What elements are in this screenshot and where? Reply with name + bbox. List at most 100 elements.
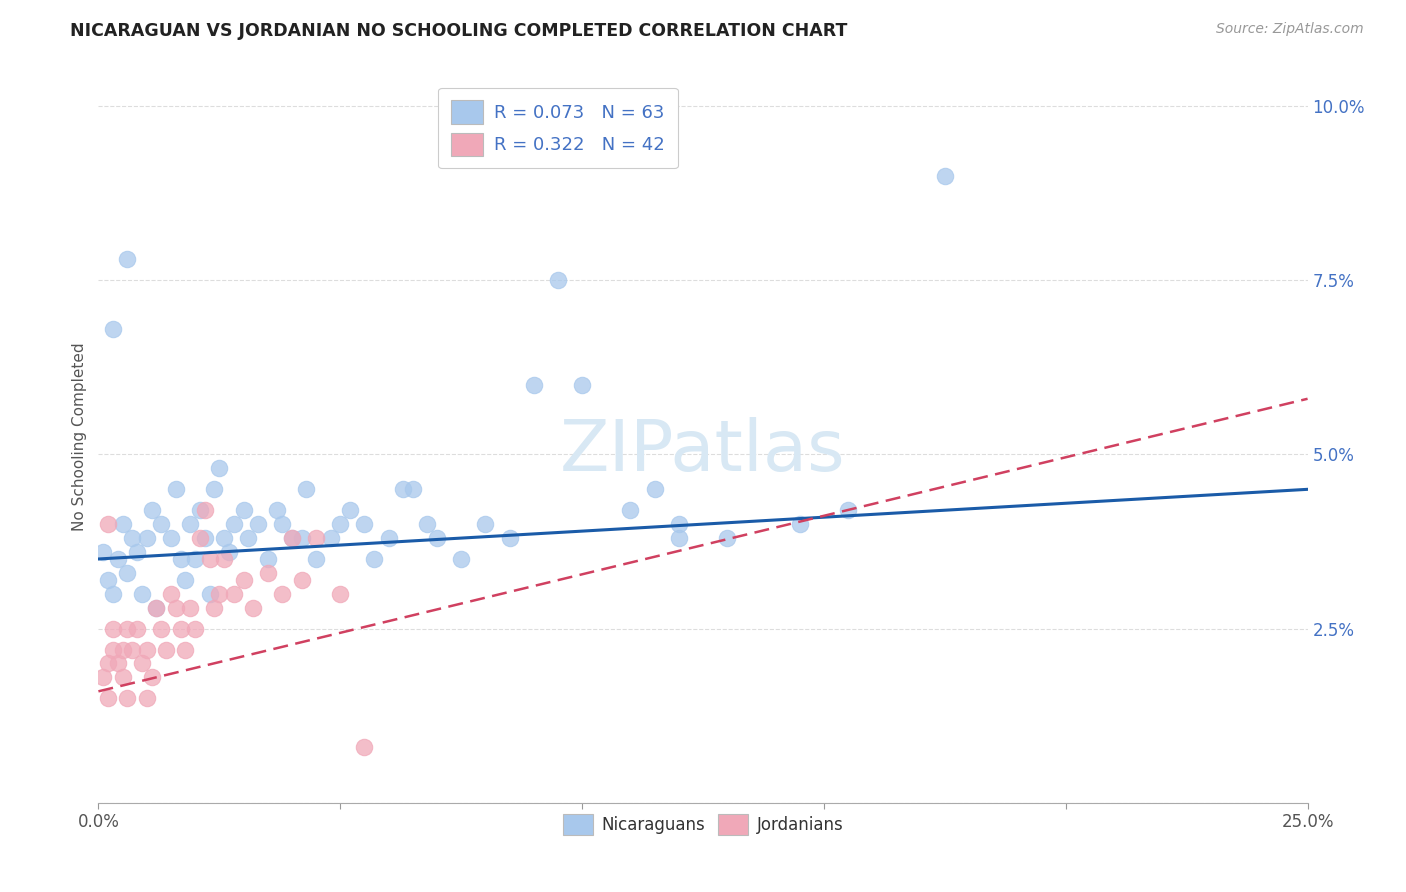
Point xyxy=(222,517,245,532)
Point xyxy=(107,552,129,566)
Point xyxy=(668,531,690,545)
Point xyxy=(319,531,342,545)
Point xyxy=(363,552,385,566)
Point xyxy=(232,573,254,587)
Point xyxy=(256,552,278,566)
Point xyxy=(117,622,139,636)
Point xyxy=(716,531,738,545)
Point xyxy=(194,531,217,545)
Y-axis label: No Schooling Completed: No Schooling Completed xyxy=(72,343,87,532)
Point xyxy=(198,552,221,566)
Point xyxy=(208,461,231,475)
Point xyxy=(101,587,124,601)
Point xyxy=(222,587,245,601)
Point xyxy=(194,503,217,517)
Point xyxy=(329,517,352,532)
Point xyxy=(188,531,211,545)
Point xyxy=(498,531,520,545)
Text: ZIPatlas: ZIPatlas xyxy=(560,417,846,486)
Point xyxy=(247,517,270,532)
Point xyxy=(305,552,328,566)
Point xyxy=(145,600,167,615)
Point xyxy=(547,273,569,287)
Point xyxy=(256,566,278,580)
Point xyxy=(101,322,124,336)
Point xyxy=(188,503,211,517)
Point xyxy=(117,691,139,706)
Point xyxy=(135,691,157,706)
Point xyxy=(135,642,157,657)
Point xyxy=(416,517,439,532)
Point xyxy=(150,517,173,532)
Point xyxy=(155,642,177,657)
Point xyxy=(198,587,221,601)
Point xyxy=(271,517,294,532)
Point xyxy=(789,517,811,532)
Point xyxy=(281,531,304,545)
Point xyxy=(218,545,240,559)
Point xyxy=(668,517,690,532)
Point xyxy=(127,545,149,559)
Point xyxy=(179,517,201,532)
Point xyxy=(135,531,157,545)
Point xyxy=(131,587,153,601)
Text: NICARAGUAN VS JORDANIAN NO SCHOOLING COMPLETED CORRELATION CHART: NICARAGUAN VS JORDANIAN NO SCHOOLING COM… xyxy=(70,22,848,40)
Point xyxy=(450,552,472,566)
Point xyxy=(619,503,641,517)
Text: Source: ZipAtlas.com: Source: ZipAtlas.com xyxy=(1216,22,1364,37)
Point xyxy=(174,573,197,587)
Point xyxy=(160,587,183,601)
Point xyxy=(117,252,139,267)
Point xyxy=(174,642,197,657)
Point xyxy=(523,377,546,392)
Legend: Nicaraguans, Jordanians: Nicaraguans, Jordanians xyxy=(557,807,849,842)
Point xyxy=(97,517,120,532)
Point xyxy=(141,670,163,684)
Point xyxy=(290,531,312,545)
Point xyxy=(204,483,226,497)
Point xyxy=(101,622,124,636)
Point xyxy=(212,531,235,545)
Point xyxy=(91,670,114,684)
Point xyxy=(426,531,449,545)
Point xyxy=(353,740,375,755)
Point xyxy=(290,573,312,587)
Point xyxy=(169,552,191,566)
Point xyxy=(107,657,129,671)
Point xyxy=(141,503,163,517)
Point xyxy=(392,483,415,497)
Point xyxy=(644,483,666,497)
Point xyxy=(97,657,120,671)
Point xyxy=(184,552,207,566)
Point xyxy=(111,642,134,657)
Point xyxy=(329,587,352,601)
Point xyxy=(837,503,859,517)
Point xyxy=(127,622,149,636)
Point xyxy=(281,531,304,545)
Point xyxy=(353,517,375,532)
Point xyxy=(208,587,231,601)
Point xyxy=(131,657,153,671)
Point xyxy=(242,600,264,615)
Point xyxy=(91,545,114,559)
Point xyxy=(111,517,134,532)
Point xyxy=(97,573,120,587)
Point xyxy=(165,600,187,615)
Point xyxy=(339,503,361,517)
Point xyxy=(571,377,593,392)
Point xyxy=(184,622,207,636)
Point xyxy=(474,517,496,532)
Point xyxy=(238,531,260,545)
Point xyxy=(169,622,191,636)
Point xyxy=(179,600,201,615)
Point xyxy=(165,483,187,497)
Point xyxy=(204,600,226,615)
Point xyxy=(377,531,399,545)
Point xyxy=(121,642,143,657)
Point xyxy=(117,566,139,580)
Point xyxy=(150,622,173,636)
Point xyxy=(266,503,288,517)
Point xyxy=(271,587,294,601)
Point xyxy=(212,552,235,566)
Point xyxy=(934,169,956,183)
